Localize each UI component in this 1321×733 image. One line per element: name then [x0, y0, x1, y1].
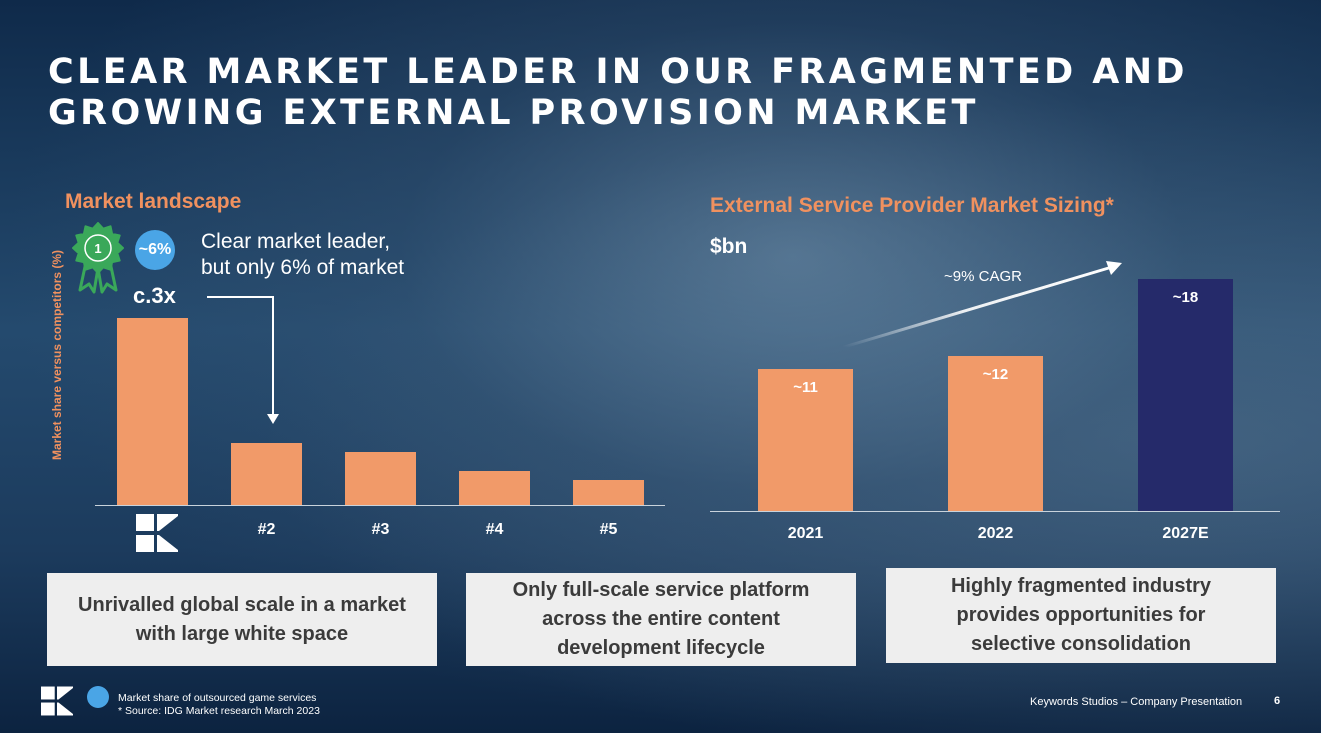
landscape-category-label: #2 — [257, 521, 276, 538]
landscape-bar-2 — [231, 442, 302, 505]
slide-title: CLEAR MARKET LEADER IN OUR FRAGMENTED AN… — [48, 52, 1188, 134]
landscape-bar-5 — [573, 480, 644, 505]
scale-box-line-2: with large white space — [135, 622, 349, 645]
sizing-value-label: ~12 — [982, 366, 1009, 384]
footnote-line-2: * Source: IDG Market research March 2023 — [118, 705, 320, 717]
rosette-icon: 1 — [72, 222, 124, 294]
share-badge: ~6% — [135, 230, 175, 270]
multiple-label: c.3x — [133, 283, 176, 308]
title-line-2: GROWING EXTERNAL PROVISION MARKET — [48, 93, 979, 133]
landscape-category-label: #3 — [371, 521, 390, 538]
landscape-bar-1 — [117, 317, 188, 505]
leader-text-line-2: but only 6% of market — [201, 256, 405, 279]
platform-box-line-3: development lifecycle — [557, 637, 765, 659]
rank-badge-text: 1 — [94, 241, 101, 256]
platform-box-line-1: Only full-scale service platform — [512, 579, 810, 601]
scale-box-line-1: Unrivalled global scale in a market — [78, 593, 406, 616]
landscape-bar-3 — [345, 451, 416, 505]
fragmented-box-line-2: provides opportunities for — [956, 604, 1206, 626]
landscape-bar-4 — [459, 470, 530, 505]
keywords-logo-icon — [136, 514, 178, 552]
sizing-bar-2021 — [758, 369, 853, 511]
market-landscape-heading: Market landscape — [65, 190, 242, 213]
cagr-label: ~9% CAGR — [944, 268, 1022, 285]
unit-label: $bn — [710, 235, 748, 258]
sizing-value-label: ~11 — [793, 379, 818, 397]
sizing-bar-2022 — [948, 356, 1043, 511]
fragmented-box: Highly fragmented industry provides oppo… — [886, 568, 1276, 663]
scale-box: Unrivalled global scale in a market with… — [47, 573, 437, 666]
left-chart-baseline — [95, 505, 665, 506]
sizing-value-label: ~18 — [1172, 288, 1199, 306]
title-line-1: CLEAR MARKET LEADER IN OUR FRAGMENTED AN… — [48, 52, 1188, 92]
sizing-bar-2027E — [1138, 278, 1233, 511]
footnote: Market share of outsourced game services… — [118, 692, 320, 718]
leader-text: Clear market leader, but only 6% of mark… — [201, 229, 404, 281]
landscape-category-label: #4 — [485, 521, 504, 538]
sizing-category-label: 2021 — [787, 525, 824, 542]
landscape-category-label: #5 — [599, 521, 618, 538]
sizing-category-label: 2027E — [1162, 525, 1209, 542]
market-sizing-heading: External Service Provider Market Sizing* — [710, 194, 1114, 217]
fragmented-box-line-3: selective consolidation — [970, 633, 1192, 655]
page-number: 6 — [1274, 695, 1281, 707]
company-label: Keywords Studios – Company Presentation — [1030, 696, 1243, 708]
right-chart-baseline — [710, 511, 1280, 512]
platform-box-line-2: across the entire content — [542, 608, 780, 630]
arrow-icon — [207, 296, 279, 424]
footnote-line-1: Market share of outsourced game services — [118, 692, 317, 704]
fragmented-box-line-1: Highly fragmented industry — [950, 575, 1212, 597]
leader-text-line-1: Clear market leader, — [201, 230, 391, 253]
legend-circle-icon — [87, 686, 109, 708]
cagr-arrow-icon — [843, 261, 1122, 349]
platform-box: Only full-scale service platform across … — [466, 573, 856, 666]
footer-logo-icon — [41, 686, 73, 716]
sizing-category-label: 2022 — [977, 525, 1014, 542]
